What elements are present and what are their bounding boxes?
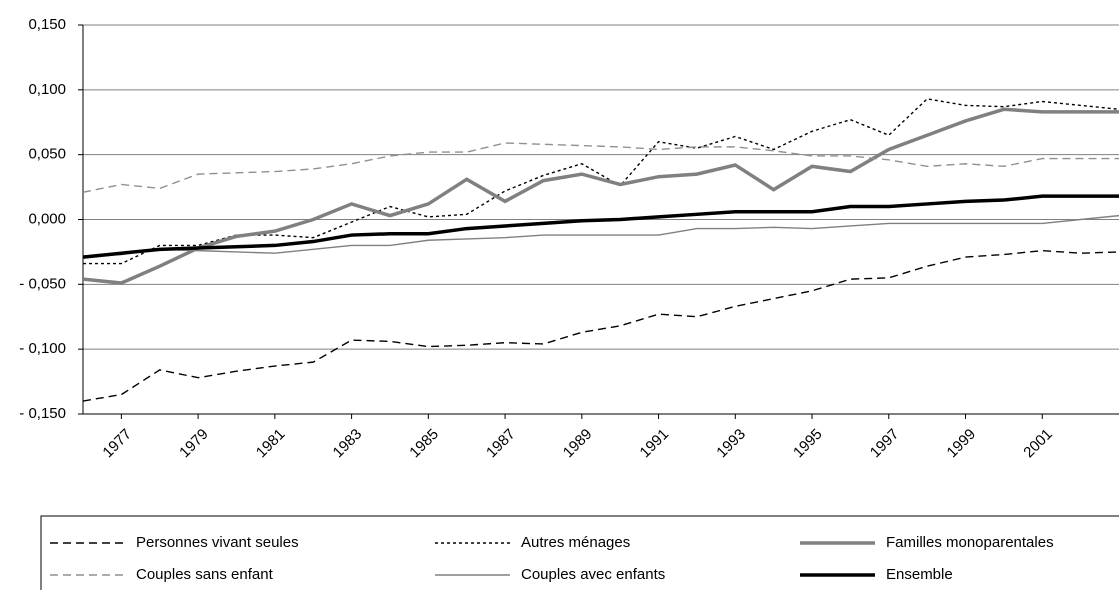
x-tick-label: 1981	[253, 426, 289, 462]
x-tick-label: 1991	[637, 426, 673, 462]
legend-label: Familles monoparentales	[886, 534, 1054, 551]
y-tick-label: - 0,150	[19, 405, 66, 422]
x-tick-label: 1977	[99, 426, 135, 462]
series-line	[83, 98, 1119, 265]
legend-label: Ensemble	[886, 566, 953, 583]
series-line	[83, 194, 1119, 259]
legend-label: Couples sans enfant	[136, 566, 274, 583]
x-tick-label: 1997	[867, 426, 903, 462]
legend-label: Personnes vivant seules	[136, 534, 299, 551]
y-tick-label: 0,100	[28, 81, 66, 98]
legend-label: Autres ménages	[521, 534, 630, 551]
x-tick-label: 1983	[330, 426, 366, 462]
plot-area	[83, 98, 1119, 402]
x-tick-label: 1985	[406, 426, 442, 462]
series-line	[83, 249, 1119, 402]
y-tick-label: 0,050	[28, 146, 66, 163]
x-tick-label: 1999	[944, 426, 980, 462]
x-tick-label: 1979	[176, 426, 212, 462]
series-line	[83, 214, 1119, 257]
legend-box	[40, 515, 1119, 590]
x-tick-label: 1987	[483, 426, 519, 462]
y-tick-label: - 0,100	[19, 340, 66, 357]
series-line	[83, 142, 1119, 193]
x-tick-label: 1995	[790, 426, 826, 462]
legend-label: Couples avec enfants	[521, 566, 665, 583]
x-tick-label: 1989	[560, 426, 596, 462]
x-tick-label: 2001	[1020, 426, 1056, 462]
x-tick-label: 1993	[713, 426, 749, 462]
y-tick-label: 0,150	[28, 16, 66, 33]
y-tick-label: - 0,050	[19, 275, 66, 292]
series-line	[83, 107, 1119, 285]
y-tick-label: 0,000	[28, 210, 66, 227]
